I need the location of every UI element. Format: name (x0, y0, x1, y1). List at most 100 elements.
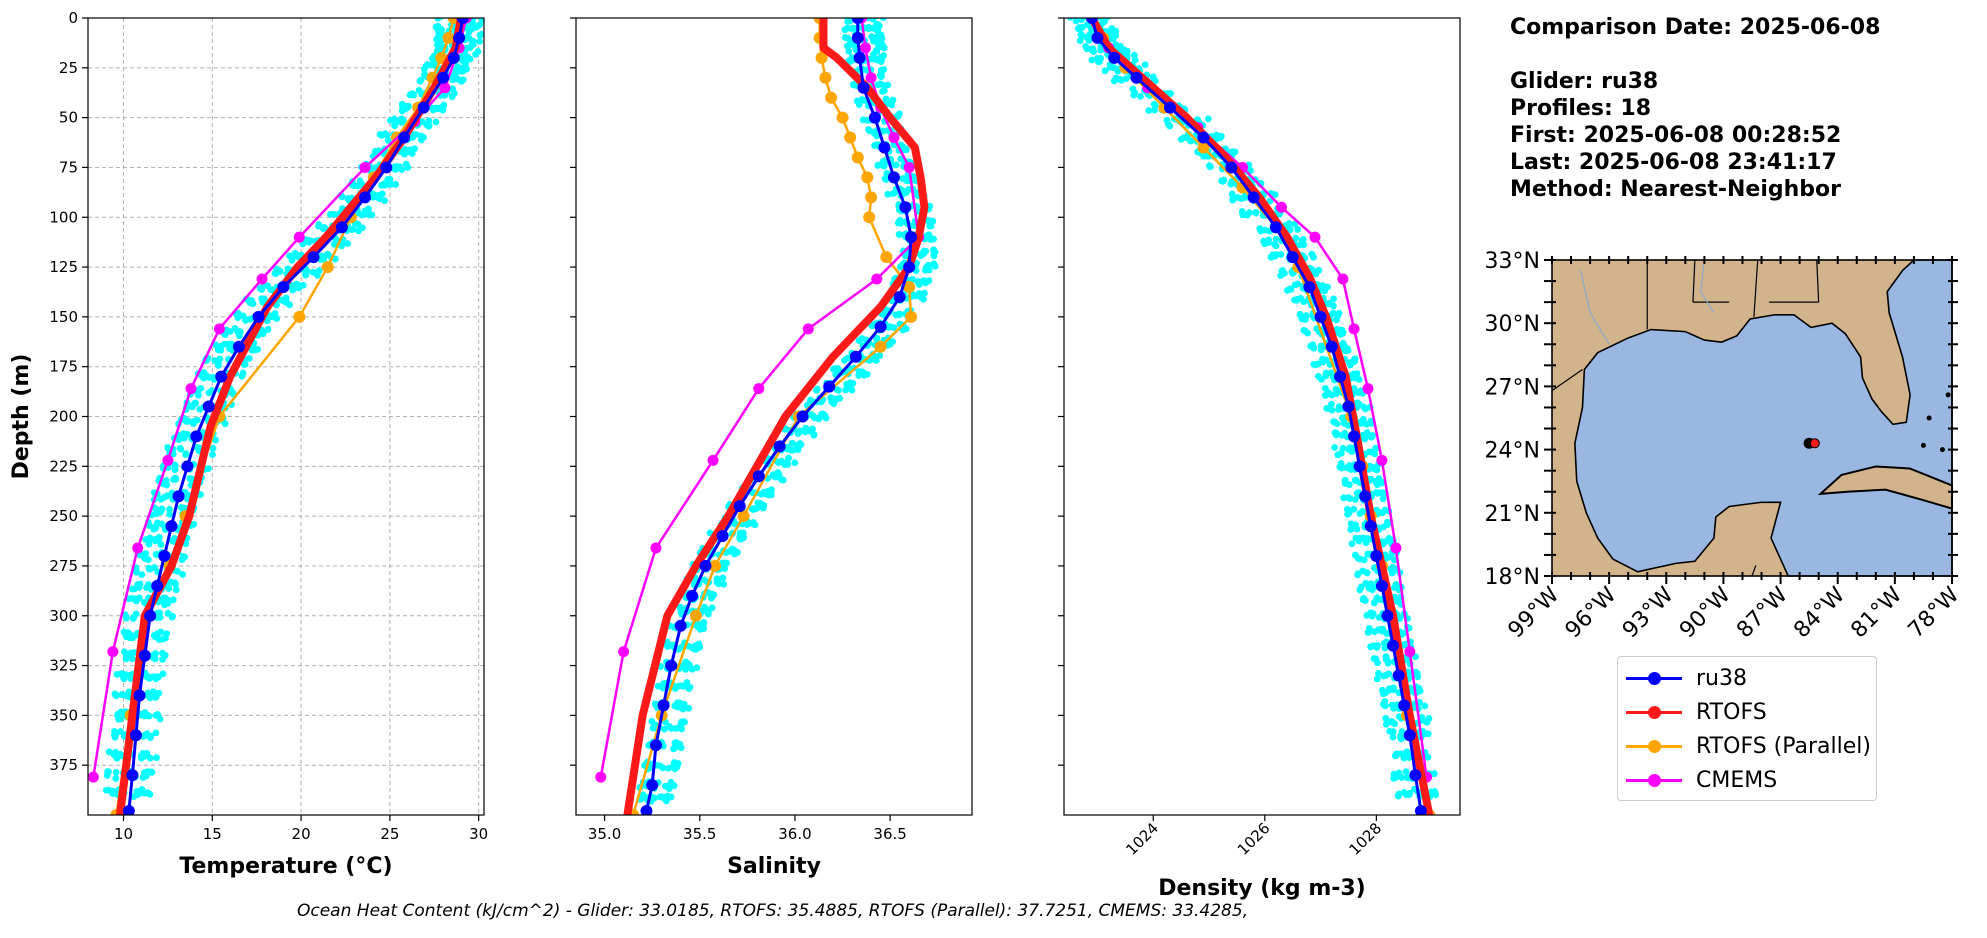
y-tick-label: 0 (68, 9, 78, 27)
glider-point (1382, 714, 1390, 722)
glider-point (171, 534, 178, 542)
glider-point (1217, 132, 1225, 140)
glider-point (1379, 690, 1387, 698)
series-point (863, 211, 876, 224)
glider-point (133, 788, 141, 795)
plot-area (1066, 18, 1440, 815)
map-frame (1551, 259, 1953, 577)
glider-point (1399, 750, 1407, 758)
series-point (649, 739, 662, 752)
glider-point (699, 621, 707, 629)
series-point (359, 161, 371, 173)
series-point (836, 111, 849, 124)
glider-point (704, 610, 712, 618)
glider-point (783, 458, 791, 466)
glider-point (444, 18, 447, 19)
glider-point (736, 529, 744, 537)
series-point (437, 71, 450, 84)
series-point (1197, 141, 1210, 154)
glider-point (128, 655, 136, 663)
glider-point (1368, 586, 1376, 594)
glider-point (873, 334, 881, 342)
map-lon-label: 93°W (1618, 582, 1679, 643)
glider-point (476, 38, 484, 45)
series-point (716, 530, 729, 543)
glider-point (831, 365, 839, 372)
glider-point (1367, 475, 1375, 483)
glider-point (1363, 569, 1371, 576)
glider-point (896, 216, 904, 224)
series-point (595, 771, 607, 783)
glider-point (1370, 599, 1378, 607)
glider-point (819, 410, 827, 418)
glider-point (1350, 505, 1358, 513)
legend-swatch (1626, 773, 1682, 787)
glider-point (1395, 790, 1403, 798)
glider-point (124, 629, 132, 636)
series-point (699, 559, 712, 572)
glider-point (1369, 432, 1376, 439)
series-point (1276, 201, 1288, 213)
glider-point (209, 444, 217, 452)
glider-point (315, 267, 323, 275)
series-point (1108, 51, 1121, 64)
glider-point (665, 764, 672, 772)
first-time: First: 2025-06-08 00:28:52 (1510, 123, 1842, 148)
glider-point (1389, 728, 1397, 736)
glider-point (1296, 311, 1304, 318)
glider-point (875, 22, 883, 30)
glider-point (1340, 494, 1348, 502)
series-point (707, 454, 719, 466)
glider-point (1348, 540, 1356, 548)
y-tick-label: 375 (49, 756, 78, 774)
map-lat-label: 33°N (1485, 249, 1540, 274)
glider-point (260, 328, 268, 336)
glider-point (920, 277, 928, 285)
series-point (185, 383, 197, 395)
glider-point (1245, 209, 1253, 217)
glider-point (1351, 496, 1359, 503)
glider-point (402, 147, 409, 155)
glider-point (359, 224, 366, 232)
series-point (380, 161, 393, 174)
series-point (453, 31, 466, 44)
series-point (1409, 769, 1422, 782)
glider-point (231, 324, 239, 332)
glider-point (863, 370, 871, 378)
x-tick-label: 1026 (1234, 819, 1274, 859)
series-point (665, 659, 678, 672)
glider-point (810, 431, 818, 439)
glider-point (1355, 376, 1363, 383)
glider-point (1321, 287, 1328, 295)
legend-swatch (1626, 739, 1682, 753)
glider-point (1206, 162, 1213, 170)
glider-point (879, 18, 887, 22)
glider-point (1423, 718, 1431, 726)
series-point (752, 470, 765, 483)
map-ocean (1574, 259, 1953, 577)
series-point (859, 42, 871, 54)
glider-point (1077, 24, 1085, 32)
glider-point (239, 369, 247, 377)
series-point (853, 51, 866, 64)
glider-point (135, 594, 143, 602)
glider-point (902, 146, 910, 154)
series-point (277, 280, 290, 293)
glider-point (754, 499, 762, 507)
glider-point (237, 328, 244, 336)
glider-point (434, 18, 442, 22)
legend: ru38 RTOFS RTOFS (Parallel) CMEMS (1617, 656, 1877, 801)
glider-point (302, 271, 310, 279)
glider-point (1286, 285, 1294, 293)
glider-point (161, 601, 168, 609)
series-point (893, 290, 906, 303)
map-river (1580, 270, 1610, 345)
glider-point (1382, 656, 1390, 663)
glider-point (416, 77, 424, 85)
glider-point (196, 405, 204, 413)
glider-point (710, 591, 718, 599)
glider-point (917, 252, 925, 259)
comparison-date: Comparison Date: 2025-06-08 (1510, 15, 1881, 40)
series-point (138, 649, 151, 662)
series-point (172, 490, 185, 503)
